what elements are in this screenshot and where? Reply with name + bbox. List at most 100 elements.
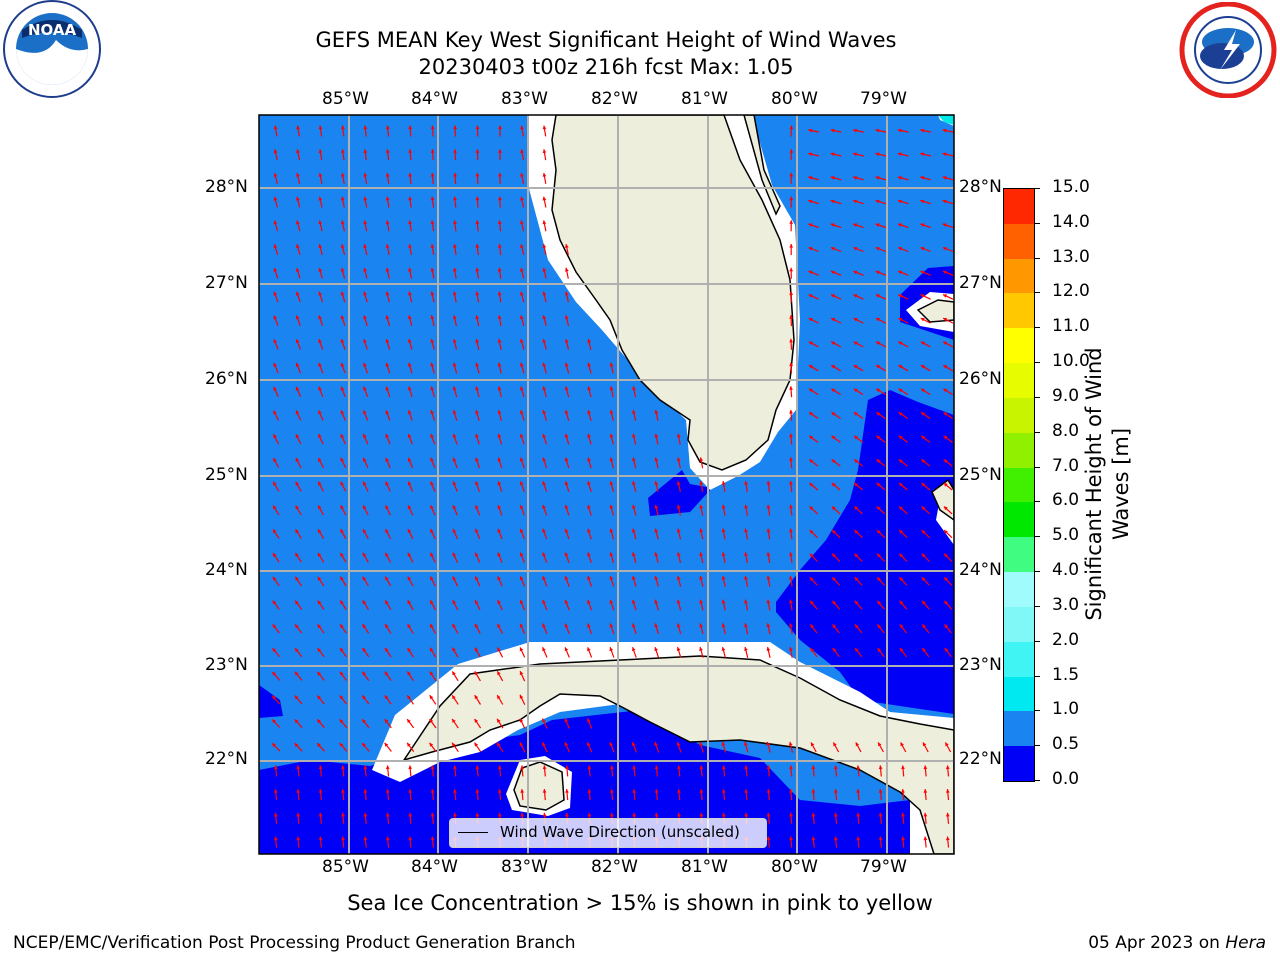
wind-wave-arrowhead <box>830 152 835 157</box>
wind-wave-arrowhead <box>318 789 323 793</box>
lon-label-bottom-80w: 80°W <box>771 857 818 877</box>
wind-wave-arrowhead <box>809 553 814 558</box>
wind-wave-arrowhead <box>519 671 524 676</box>
wind-wave-arrowhead <box>363 315 367 320</box>
wind-wave-arrowhead <box>407 600 412 605</box>
colorbar-label-line1: Significant Height of Wind <box>1082 347 1106 621</box>
wind-wave-arrowhead <box>809 459 814 464</box>
lon-label-bottom-83w: 83°W <box>501 857 548 877</box>
wind-wave-arrowhead <box>831 459 836 464</box>
wind-wave-arrowhead <box>296 196 300 201</box>
wind-wave-arrowhead <box>430 362 435 367</box>
wind-wave-arrowhead <box>587 576 591 580</box>
graticule <box>259 115 954 854</box>
wind-wave-arrowhead <box>407 719 411 723</box>
wind-wave-arrowhead <box>699 647 703 651</box>
wind-wave-arrowhead <box>920 199 925 204</box>
wind-wave-arrowhead <box>474 671 479 676</box>
wind-wave-arrowhead <box>811 789 816 793</box>
wind-wave-arrowhead <box>385 789 390 793</box>
wind-wave-arrowhead <box>452 339 457 343</box>
wind-wave-arrowhead <box>340 220 345 225</box>
wind-wave-arrowhead <box>362 671 366 676</box>
lon-label-bottom-81w: 81°W <box>681 857 728 877</box>
wind-wave-arrowhead <box>542 386 547 391</box>
wind-wave-arrowhead <box>317 600 322 605</box>
wind-wave-arrowhead <box>853 128 857 133</box>
wind-wave-arrowhead <box>721 504 726 509</box>
wind-wave-arrowhead <box>564 481 569 486</box>
colorbar-segment <box>1004 467 1034 503</box>
wind-wave-arrowhead <box>832 600 837 605</box>
wind-wave-arrowhead <box>520 386 524 391</box>
wind-wave-arrowhead <box>921 483 926 487</box>
wind-wave-arrowhead <box>520 789 525 793</box>
wind-wave-arrowhead <box>609 410 614 414</box>
wind-wave-arrowhead <box>609 623 614 628</box>
noaa-logo-text: NOAA <box>28 21 77 39</box>
wind-wave-arrowhead <box>901 836 905 841</box>
wind-wave-arrowhead <box>856 812 861 817</box>
wind-wave-arrowhead <box>272 743 276 748</box>
wind-wave-arrowhead <box>632 623 636 628</box>
wind-wave-arrowhead <box>876 459 881 464</box>
wind-wave-arrowhead <box>519 528 524 533</box>
wind-wave-arrowhead <box>830 128 835 133</box>
wind-wave-arrowhead <box>587 362 591 367</box>
lon-label-bottom-82w: 82°W <box>591 857 638 877</box>
wind-wave-arrowhead <box>744 528 748 533</box>
wind-wave-arrowhead <box>654 742 658 746</box>
wind-wave-arrowhead <box>453 149 457 153</box>
wind-wave-arrowhead <box>853 388 858 393</box>
wind-wave-arrowhead <box>609 457 614 462</box>
wind-wave-arrowhead <box>542 576 546 581</box>
wind-wave-arrowhead <box>587 765 592 770</box>
wind-wave-arrowhead <box>853 270 858 275</box>
wind-wave-arrowhead <box>809 483 814 487</box>
wind-wave-arrowhead <box>876 341 880 345</box>
wind-wave-arrowhead <box>632 576 636 580</box>
wind-wave-arrowhead <box>497 576 501 581</box>
land <box>402 115 954 854</box>
wind-wave-arrowhead <box>830 199 835 204</box>
wind-wave-arrowhead <box>808 270 813 275</box>
wind-wave-arrowhead <box>875 247 880 251</box>
wind-wave-arrowhead <box>677 812 681 817</box>
chart-title-line1: GEFS MEAN Key West Significant Height of… <box>315 28 897 52</box>
wind-wave-arrowhead <box>408 220 412 225</box>
wind-wave-arrowhead <box>430 410 434 415</box>
wind-wave-arrowhead <box>944 648 949 652</box>
wind-wave-arrowhead <box>363 196 368 201</box>
wind-wave-arrowhead <box>453 765 457 770</box>
wind-wave-arrowhead <box>899 506 903 511</box>
colorbar-tick-mark <box>1034 431 1040 433</box>
wind-wave-arrowhead <box>943 483 948 487</box>
wind-wave-arrowhead <box>318 244 323 249</box>
wind-wave-arrowhead <box>273 244 278 249</box>
wind-wave-arrowhead <box>721 647 726 651</box>
wind-wave-arrowhead <box>766 765 771 770</box>
wind-wave-arrowhead <box>318 505 322 510</box>
wind-wave-arrowhead <box>385 410 390 415</box>
wind-wave-arrowhead <box>632 433 636 438</box>
wind-wave-arrowhead <box>340 505 344 510</box>
wind-wave-arrowhead <box>363 362 367 367</box>
colorbar-tick-label: 8.0 <box>1052 420 1080 441</box>
wind-wave-arrowhead <box>853 199 858 204</box>
wind-wave-arrowhead <box>430 220 435 225</box>
wind-wave-arrowhead <box>854 483 859 487</box>
footer-left: NCEP/EMC/Verification Post Processing Pr… <box>13 933 576 953</box>
wind-wave-arrowhead <box>318 267 323 272</box>
wind-wave-arrowhead <box>587 718 591 723</box>
wind-wave-arrowhead <box>876 365 881 369</box>
wind-wave-arrowhead <box>587 789 592 793</box>
wind-wave-arrowhead <box>923 742 927 747</box>
wind-wave-arrowhead <box>833 812 838 817</box>
wind-wave-arrowhead <box>317 576 322 581</box>
wind-wave-arrowhead <box>430 765 435 770</box>
colorbar-segment <box>1004 572 1034 607</box>
wind-wave-arrowhead <box>942 199 947 204</box>
wind-wave-arrowhead <box>296 836 301 841</box>
wind-wave-arrowhead <box>407 671 411 676</box>
wind-wave-arrowhead <box>407 742 411 747</box>
